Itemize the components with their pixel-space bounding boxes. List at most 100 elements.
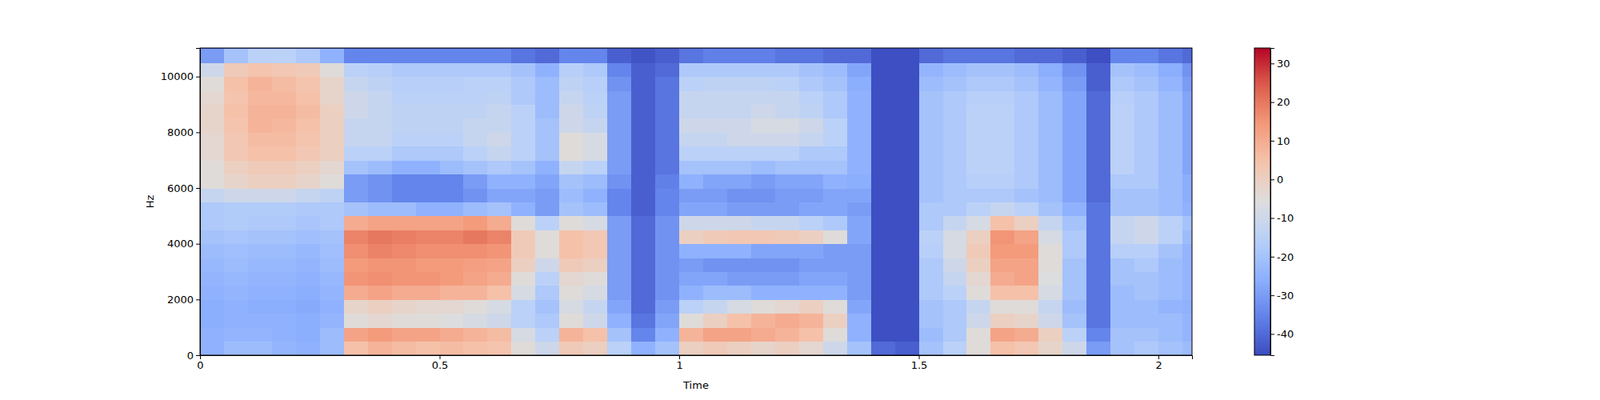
cell bbox=[344, 341, 368, 356]
cell bbox=[751, 146, 776, 161]
tick: 10000 bbox=[160, 70, 200, 83]
cell bbox=[272, 188, 296, 203]
cell bbox=[727, 76, 752, 92]
cell bbox=[966, 216, 991, 231]
cell bbox=[655, 132, 680, 147]
cell bbox=[392, 257, 416, 272]
cell bbox=[943, 146, 968, 161]
cell bbox=[1134, 313, 1159, 328]
cell bbox=[655, 341, 680, 356]
cell bbox=[1038, 76, 1063, 92]
cell bbox=[775, 229, 800, 244]
cell bbox=[1158, 272, 1183, 287]
cell bbox=[1110, 201, 1135, 216]
cell bbox=[990, 229, 1015, 244]
cell bbox=[703, 62, 728, 77]
cell bbox=[487, 201, 512, 216]
cell bbox=[823, 313, 848, 328]
cell bbox=[1182, 76, 1192, 92]
cell bbox=[440, 341, 464, 356]
cell bbox=[440, 272, 464, 287]
cell bbox=[463, 229, 488, 244]
cell bbox=[1134, 174, 1159, 189]
tick-mark bbox=[196, 132, 200, 133]
cell bbox=[440, 299, 464, 314]
cell bbox=[727, 132, 752, 147]
cell bbox=[1182, 104, 1192, 120]
cell bbox=[511, 160, 536, 175]
cell bbox=[1182, 216, 1192, 231]
cell bbox=[272, 160, 296, 175]
cell bbox=[296, 341, 320, 356]
cell bbox=[224, 132, 248, 147]
cell bbox=[990, 146, 1015, 161]
cell bbox=[990, 216, 1015, 231]
cell bbox=[224, 118, 248, 133]
cell bbox=[416, 62, 440, 77]
cell bbox=[847, 76, 872, 92]
cell bbox=[559, 146, 584, 161]
cell bbox=[583, 118, 608, 133]
cell bbox=[775, 104, 800, 120]
tick: -20 bbox=[1270, 250, 1294, 263]
cell bbox=[392, 132, 416, 147]
cell bbox=[463, 48, 488, 64]
cell bbox=[966, 229, 991, 244]
cell bbox=[775, 216, 800, 231]
cell bbox=[416, 146, 440, 161]
cell bbox=[368, 216, 392, 231]
cell bbox=[559, 313, 584, 328]
cell bbox=[1062, 62, 1087, 77]
chart: 00.511.520200040006000800010000TimeHz-40… bbox=[0, 0, 1600, 400]
cell bbox=[631, 285, 656, 300]
cell bbox=[200, 118, 224, 133]
cell bbox=[679, 244, 704, 259]
cell bbox=[392, 104, 416, 120]
cell bbox=[679, 201, 704, 216]
cell bbox=[751, 201, 776, 216]
cell bbox=[823, 48, 848, 64]
cell bbox=[966, 104, 991, 120]
cell bbox=[679, 132, 704, 147]
cell bbox=[583, 174, 608, 189]
cell bbox=[1038, 174, 1063, 189]
cell bbox=[272, 90, 296, 105]
cell bbox=[320, 229, 344, 244]
cell bbox=[1038, 146, 1063, 161]
cell bbox=[1038, 285, 1063, 300]
cell bbox=[224, 146, 248, 161]
cell bbox=[990, 299, 1015, 314]
cell bbox=[583, 327, 608, 342]
cell bbox=[655, 146, 680, 161]
cell bbox=[655, 257, 680, 272]
cell bbox=[1182, 132, 1192, 147]
cell bbox=[559, 118, 584, 133]
cell bbox=[296, 146, 320, 161]
cell bbox=[511, 257, 536, 272]
cell bbox=[990, 118, 1015, 133]
cell bbox=[1038, 188, 1063, 203]
cell bbox=[607, 285, 632, 300]
cell bbox=[655, 216, 680, 231]
cell bbox=[248, 160, 272, 175]
cell bbox=[248, 104, 272, 120]
cell bbox=[1062, 146, 1087, 161]
cell bbox=[416, 118, 440, 133]
cell bbox=[1086, 62, 1111, 77]
cell bbox=[320, 341, 344, 356]
tick-label: -40 bbox=[1276, 328, 1294, 340]
cell bbox=[535, 201, 560, 216]
cell bbox=[1086, 160, 1111, 175]
cell bbox=[943, 188, 968, 203]
cell bbox=[871, 229, 896, 244]
cell bbox=[1158, 229, 1183, 244]
cell bbox=[990, 188, 1015, 203]
cell bbox=[392, 327, 416, 342]
cell bbox=[847, 174, 872, 189]
cell bbox=[919, 132, 944, 147]
tick-mark bbox=[196, 299, 200, 300]
tick-mark bbox=[1270, 333, 1275, 335]
cell bbox=[344, 272, 368, 287]
cell bbox=[919, 327, 944, 342]
cell bbox=[823, 188, 848, 203]
